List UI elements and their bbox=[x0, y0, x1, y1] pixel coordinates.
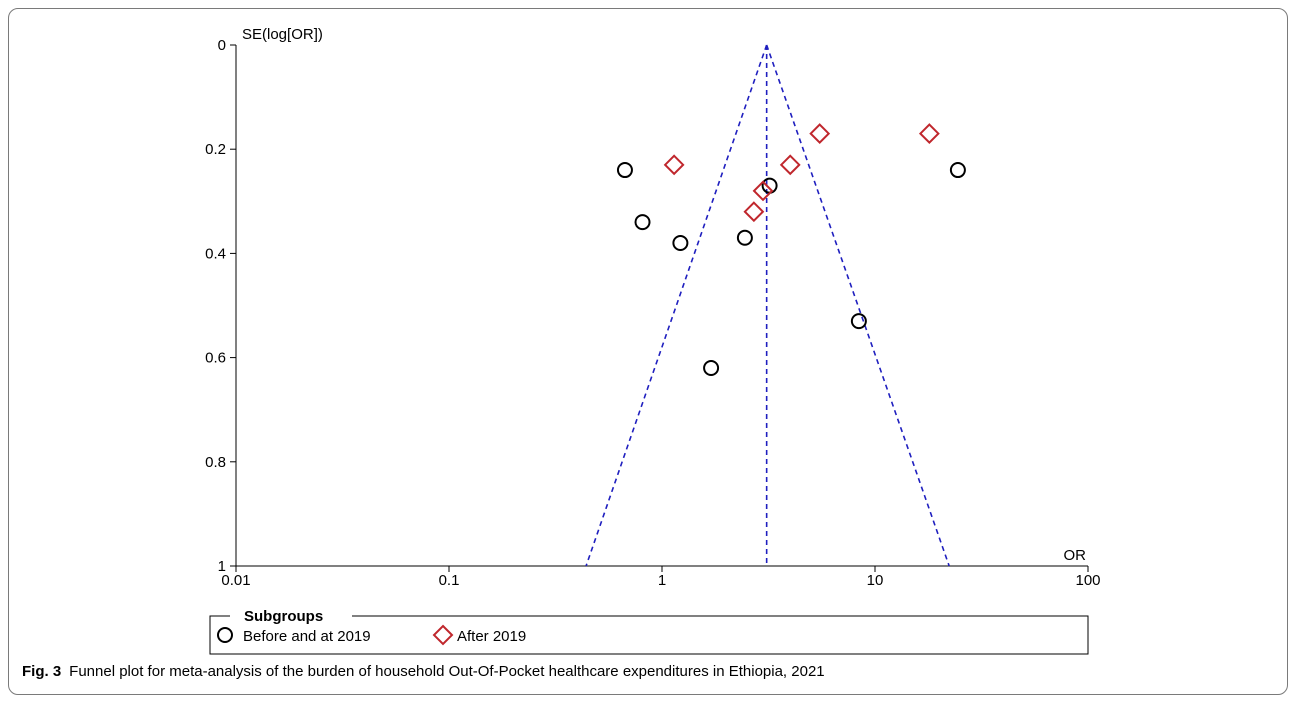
point-before-2019 bbox=[672, 234, 689, 251]
point-after-2019 bbox=[663, 154, 685, 176]
figure-frame bbox=[8, 8, 1288, 695]
data-points bbox=[616, 123, 966, 377]
point-before-2019 bbox=[616, 162, 633, 179]
point-before-2019 bbox=[703, 360, 720, 377]
y-tick-label: 0.2 bbox=[205, 141, 226, 158]
y-axis-label: SE(log[OR]) bbox=[242, 26, 323, 43]
x-tick-label: 1 bbox=[658, 572, 666, 589]
figure-caption-text: Funnel plot for meta-analysis of the bur… bbox=[69, 663, 825, 680]
legend-title-bg bbox=[230, 606, 352, 622]
legend-box bbox=[209, 615, 1089, 655]
funnel-left-limit bbox=[585, 44, 768, 567]
y-tick-label: 0.4 bbox=[205, 245, 226, 262]
x-tick-label: 0.1 bbox=[439, 572, 460, 589]
figure-label: Fig. 3 bbox=[22, 663, 62, 680]
legend-title: Subgroups bbox=[244, 608, 323, 625]
point-before-2019 bbox=[736, 229, 753, 246]
x-tick-label: 0.01 bbox=[221, 572, 250, 589]
funnel-right-limit bbox=[765, 44, 950, 567]
point-before-2019 bbox=[949, 162, 966, 179]
legend: Subgroups Before and at 2019 After 2019 bbox=[209, 606, 1089, 655]
point-after-2019 bbox=[918, 123, 940, 144]
x-tick-label: 10 bbox=[867, 572, 884, 589]
y-tick-label: 0.6 bbox=[205, 350, 226, 367]
point-before-2019 bbox=[761, 177, 778, 194]
legend-diamond-icon bbox=[432, 624, 454, 646]
point-after-2019 bbox=[809, 123, 831, 144]
y-tick-label: 0.8 bbox=[205, 454, 226, 471]
legend-label-before: Before and at 2019 bbox=[243, 628, 371, 645]
y-tick-label: 1 bbox=[218, 558, 226, 575]
point-after-2019 bbox=[743, 201, 765, 223]
point-after-2019 bbox=[779, 154, 801, 176]
point-before-2019 bbox=[850, 313, 867, 330]
figure-caption: Fig. 3 Funnel plot for meta-analysis of t… bbox=[22, 663, 825, 680]
funnel-lines bbox=[585, 44, 950, 567]
y-tick-label: 0 bbox=[218, 37, 226, 54]
legend-label-after: After 2019 bbox=[457, 628, 526, 645]
point-after-2019 bbox=[752, 180, 774, 202]
x-axis-label: OR bbox=[1064, 547, 1087, 564]
legend-circle-icon bbox=[217, 627, 233, 643]
x-tick-label: 100 bbox=[1075, 572, 1100, 589]
point-before-2019 bbox=[634, 214, 651, 231]
